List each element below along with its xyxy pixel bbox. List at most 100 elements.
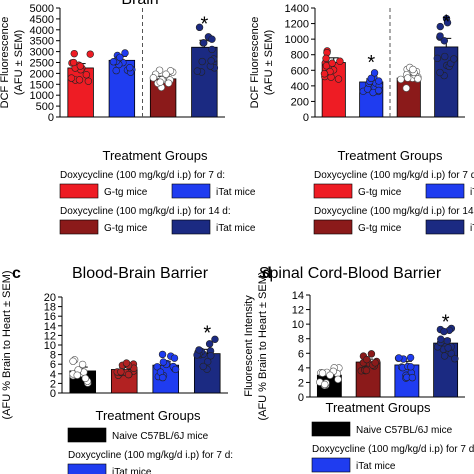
y-tick-label: 3500: [30, 36, 54, 48]
legend-label: Naive C57BL/6J mice: [112, 431, 209, 442]
bar: [396, 77, 421, 118]
data-point: [208, 35, 216, 43]
data-point: [406, 353, 415, 362]
legend-swatch: [171, 183, 211, 199]
legend-swatch: [313, 183, 353, 199]
y-axis-label: (AFU ± SEM): [263, 30, 275, 95]
legend-note: Doxycycline (100 mg/kg/d i.p) for 7 d:: [60, 170, 225, 181]
y-tick-label: 1400: [285, 3, 309, 15]
data-point: [69, 58, 78, 67]
data-point: [122, 359, 131, 367]
y-tick-label: 2500: [30, 58, 54, 70]
legend-label: iTat mice: [216, 187, 256, 198]
data-point: [200, 39, 208, 47]
data-point: [414, 75, 422, 83]
legend-swatch: [311, 421, 351, 437]
data-point: [208, 45, 216, 54]
chart-title: Spinal Cord-Blood Barrier: [259, 265, 442, 282]
y-axis-label: (AFU % Brain to Heart ± SEM): [1, 270, 13, 419]
data-point: [408, 373, 417, 382]
data-point: [440, 327, 448, 336]
data-point: [67, 74, 76, 82]
data-point: [334, 375, 342, 384]
data-point: [375, 77, 383, 85]
data-point: [126, 64, 134, 72]
data-point: [395, 354, 403, 362]
data-point: [363, 355, 371, 364]
data-point: [199, 362, 207, 371]
y-tick-label: 5000: [30, 3, 54, 15]
data-point: [397, 75, 405, 84]
y-tick-label: 20: [44, 292, 56, 304]
data-point: [407, 363, 415, 371]
x-axis-label: Treatment Groups: [337, 148, 443, 163]
y-tick-label: 14: [44, 321, 56, 333]
legend-label: iTat mice: [356, 461, 396, 472]
y-tick-label: 600: [291, 65, 309, 77]
data-point: [117, 368, 125, 376]
y-axis-label: DCF Fluorescence: [0, 17, 11, 109]
legend-swatch: [425, 183, 465, 199]
data-point: [204, 357, 212, 366]
y-tick-label: 0: [303, 112, 309, 124]
x-axis-label: Treatment Groups: [95, 408, 201, 423]
y-axis-label: (AFU % Brain to Heart ± SEM): [257, 271, 269, 420]
y-tick-label: 1500: [30, 79, 54, 91]
data-point: [374, 86, 383, 95]
legend-label: G-tg mice: [104, 187, 148, 198]
data-point: [75, 76, 84, 84]
data-point: [193, 67, 202, 75]
legend-note: Doxycycline (100 mg/kg/d i.p) for 7 d:: [312, 444, 474, 455]
data-point: [149, 74, 158, 82]
data-point: [371, 359, 379, 367]
data-point: [170, 354, 179, 362]
data-point: [156, 78, 164, 86]
data-point: [121, 49, 129, 57]
y-tick-label: 12: [292, 305, 304, 317]
y-tick-label: 1000: [285, 34, 309, 46]
chart-title: Blood-Brain Barrier: [72, 265, 209, 282]
y-tick-label: 2: [50, 378, 56, 390]
legend-swatch: [67, 427, 107, 443]
data-point: [441, 52, 449, 61]
y-tick-label: 6: [298, 348, 304, 360]
legend-label: G-tg mice: [358, 187, 402, 198]
data-point: [318, 369, 327, 377]
data-point: [116, 53, 124, 62]
y-tick-label: 16: [44, 311, 56, 323]
significance-marker: *: [367, 52, 375, 74]
panel-letter: c: [12, 265, 21, 282]
data-point: [69, 357, 77, 365]
y-tick-label: 8: [298, 334, 304, 346]
data-point: [162, 70, 170, 78]
data-point: [84, 77, 93, 85]
significance-marker: *: [442, 312, 450, 334]
data-point: [402, 84, 411, 92]
chart-panel-3: Blood-Brain Barrierc02468101214161820Flu…: [1, 265, 233, 474]
data-point: [153, 363, 161, 371]
legend-swatch: [171, 219, 211, 235]
data-point: [404, 74, 412, 82]
y-tick-label: 4000: [30, 25, 54, 37]
y-tick-label: 2000: [30, 68, 54, 80]
data-point: [443, 337, 452, 345]
data-point: [321, 380, 329, 389]
data-point: [164, 79, 173, 87]
data-point: [444, 344, 452, 352]
chart-panel-2: 0 200 400 600 800 1000 1200 1400 DCF Fluorescenc…: [249, 3, 474, 235]
y-tick-label: 200: [291, 96, 309, 108]
significance-marker: *: [442, 11, 450, 33]
data-point: [433, 54, 442, 63]
data-point: [436, 32, 444, 40]
data-point: [440, 352, 449, 360]
data-point: [451, 355, 459, 363]
y-tick-label: 4500: [30, 14, 54, 26]
data-point: [336, 57, 344, 65]
legend-label: iTat mice: [470, 223, 474, 234]
y-axis-label: Fluorescent Intensity: [243, 295, 255, 397]
data-point: [70, 49, 78, 58]
legend-note: Doxycycline (100 mg/kg/d i.p) for 14 d:: [314, 206, 474, 217]
data-point: [73, 371, 81, 379]
